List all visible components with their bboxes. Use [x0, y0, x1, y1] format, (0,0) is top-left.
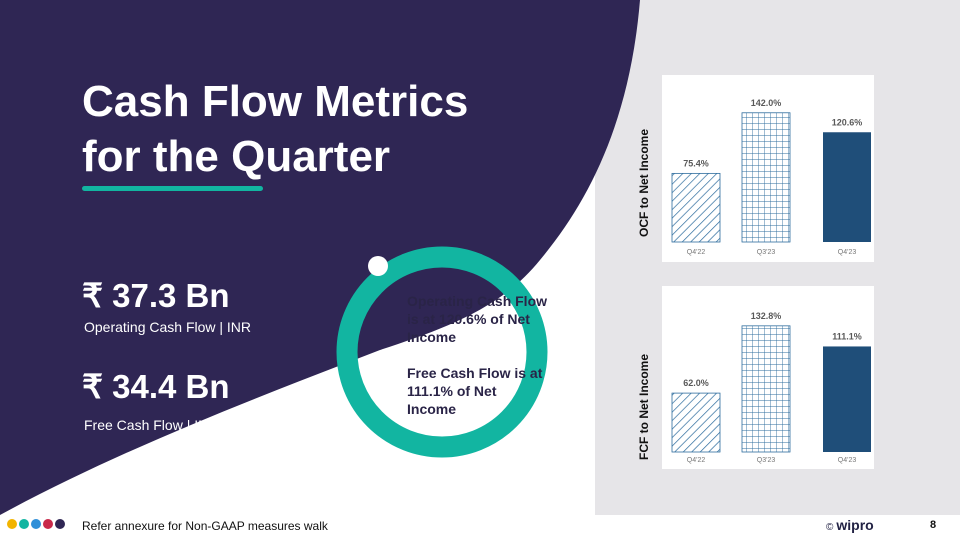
- ocf-callout-text: Operating Cash Flow is at 120.6% of Net …: [407, 293, 548, 345]
- brand-name: wipro: [836, 517, 874, 533]
- fcf-chart: 62.0% Q4'22 132.8% Q3'23 111.1% Q4'23: [671, 311, 871, 464]
- ocf-chart-panel: 75.4% Q4'22 142.0% Q3'23 120.6% Q4'23: [662, 75, 874, 262]
- ring-callout: Operating Cash Flow is at 120.6% of Net …: [407, 292, 547, 418]
- data-label-0-2: 120.6%: [832, 117, 863, 127]
- page-title: Cash Flow Metrics for the Quarter: [82, 74, 468, 184]
- teal-ring: [336, 246, 548, 458]
- fcf-value: ₹ 34.4 Bn: [82, 368, 230, 405]
- bar-0-2: [823, 132, 871, 242]
- bar-1-1: [741, 325, 791, 453]
- tick-label-1-2: Q4'23: [838, 457, 857, 464]
- title-underline: [82, 186, 263, 191]
- fcf-callout-text: Free Cash Flow is at 111.1% of Net Incom…: [407, 365, 543, 417]
- brand-dot-1: [7, 519, 17, 529]
- ocf-value: ₹ 37.3 Bn: [82, 277, 230, 314]
- brand-dot-2: [19, 519, 29, 529]
- data-label-0-0: 75.4%: [683, 158, 709, 168]
- tick-label-1-0: Q4'22: [687, 457, 706, 464]
- data-label-0-1: 142.0%: [751, 98, 782, 108]
- fcf-chart-panel: 62.0% Q4'22 132.8% Q3'23 111.1% Q4'23: [662, 286, 874, 469]
- bar-1-0: [671, 392, 721, 453]
- page-title-line-1: Cash Flow Metrics: [82, 77, 469, 126]
- tick-label-1-1: Q3'23: [757, 457, 776, 464]
- tick-label-0-1: Q3'23: [757, 249, 776, 256]
- ocf-chart-ylabel: OCF to Net Income: [637, 128, 651, 237]
- ocf-label: Operating Cash Flow | INR: [84, 319, 252, 335]
- brand-dot-5: [55, 519, 65, 529]
- tick-label-0-0: Q4'22: [687, 249, 706, 256]
- data-label-1-2: 111.1%: [832, 331, 862, 341]
- ocf-chart: 75.4% Q4'22 142.0% Q3'23 120.6% Q4'23: [671, 98, 871, 256]
- brand-dot-3: [31, 519, 41, 529]
- data-label-1-0: 62.0%: [683, 378, 709, 388]
- footer-note: Refer annexure for Non-GAAP measures wal…: [82, 519, 328, 533]
- page-number: 8: [930, 519, 937, 531]
- fcf-chart-ylabel: FCF to Net Income: [637, 353, 651, 460]
- footer-dots: [7, 519, 65, 529]
- brand-dot-4: [43, 519, 53, 529]
- copyright-symbol: ©: [826, 522, 834, 533]
- bar-1-2: [823, 346, 871, 452]
- bar-0-1: [741, 112, 791, 243]
- bar-0-0: [671, 172, 721, 243]
- wipro-logo: © wipro: [826, 517, 874, 533]
- purple-background-shape: [0, 0, 640, 515]
- tick-label-0-2: Q4'23: [838, 249, 857, 256]
- data-label-1-1: 132.8%: [751, 311, 782, 321]
- white-ring-dot: [368, 256, 388, 276]
- page-title-line-2: for the Quarter: [82, 132, 391, 181]
- fcf-label: Free Cash Flow | INR: [84, 417, 219, 433]
